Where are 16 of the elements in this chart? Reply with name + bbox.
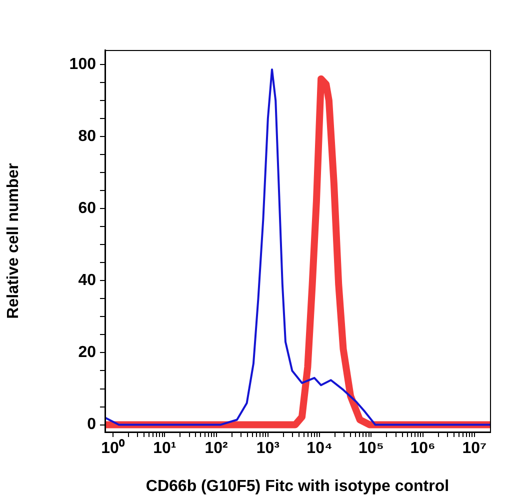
x-tick-label: 10⁵ [358, 440, 384, 458]
y-axis-title: Relative cell number [5, 163, 22, 319]
y-tick-label: 100 [69, 56, 96, 73]
x-tick-label: 10⁶ [410, 440, 436, 458]
y-tick-label: 60 [78, 200, 96, 217]
x-tick-label: 10⁰ [101, 439, 125, 458]
y-tick-label: 20 [78, 344, 96, 362]
x-tick-label: 10² [204, 440, 228, 458]
y-tick-label: 0 [87, 416, 96, 434]
y-tick-label: 40 [78, 272, 96, 290]
x-tick-label: 10³ [256, 440, 280, 458]
x-tick-label: 10⁴ [306, 440, 332, 458]
x-tick-label: 10¹ [153, 440, 176, 458]
y-tick-label: 80 [78, 128, 96, 145]
x-tick-label: 10⁷ [462, 440, 487, 458]
x-axis-title: CD66b (G10F5) Fitc with isotype control [146, 478, 450, 495]
